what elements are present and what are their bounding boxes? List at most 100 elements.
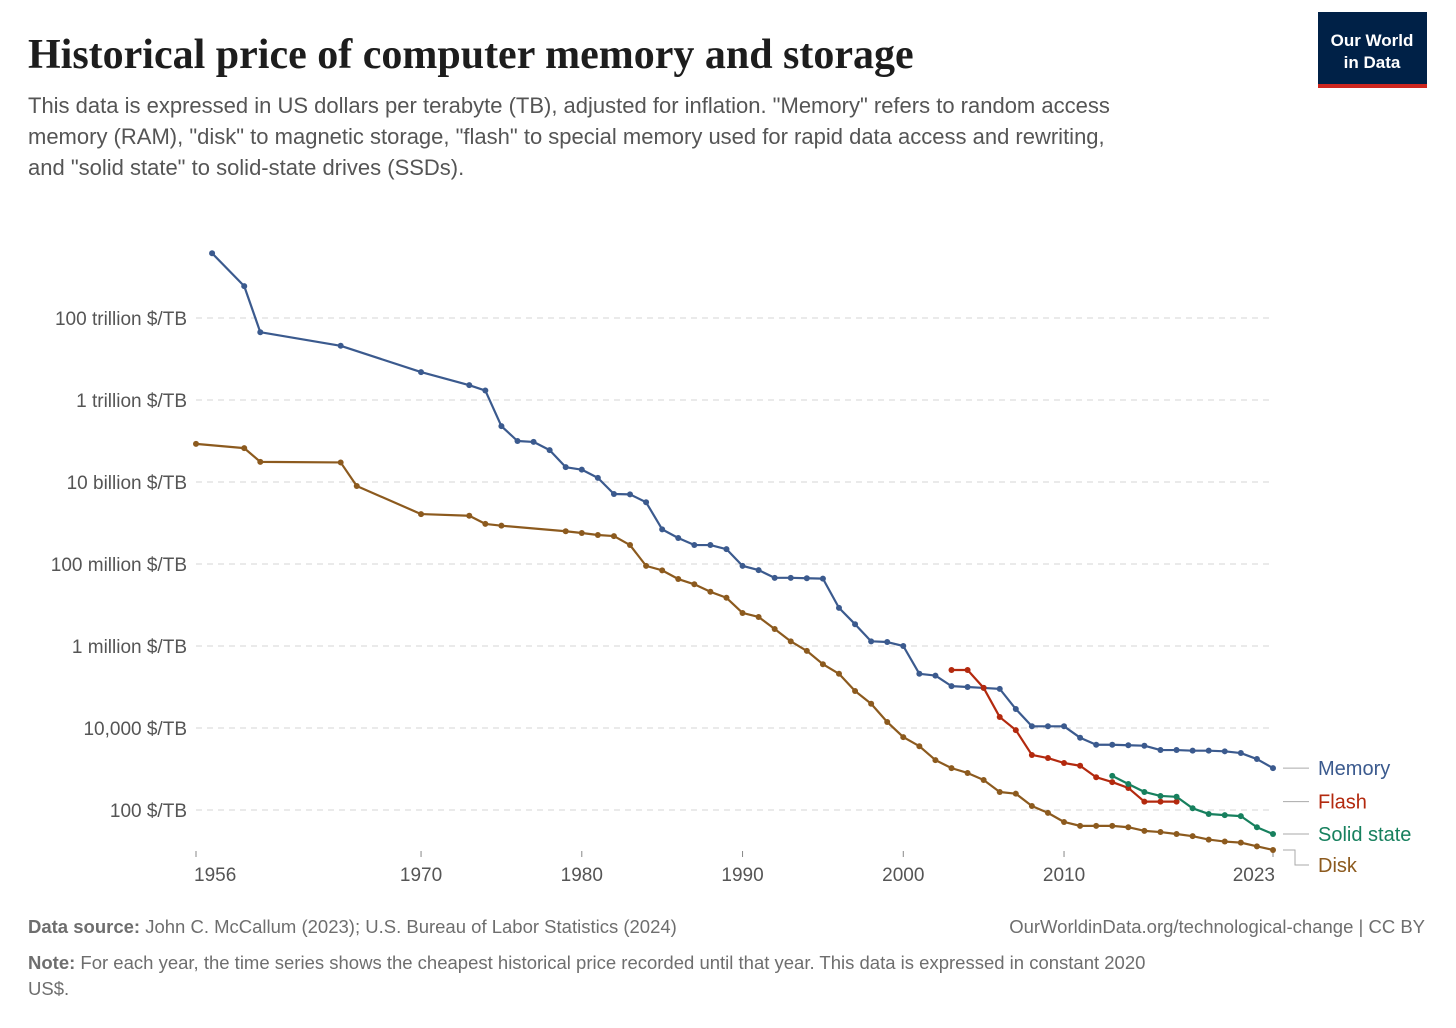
subtitle: This data is expressed in US dollars per… xyxy=(28,93,1110,118)
data-point xyxy=(610,533,617,540)
data-point xyxy=(1093,822,1100,829)
x-tick-label: 1980 xyxy=(561,865,603,886)
data-point xyxy=(1173,830,1180,837)
plot: 100 $/TB 10,000 $/TB 1 million $/TB 100 mil… xyxy=(51,250,1411,886)
data-point xyxy=(1157,747,1164,754)
data-point xyxy=(1141,788,1148,795)
data-point xyxy=(739,562,746,569)
data-point xyxy=(659,526,666,533)
data-point xyxy=(1044,755,1051,762)
data-point xyxy=(1077,762,1084,769)
data-point xyxy=(707,542,714,549)
data-point xyxy=(916,670,923,677)
data-point xyxy=(1157,798,1164,805)
data-point xyxy=(627,542,634,549)
data-point xyxy=(1093,741,1100,748)
data-point xyxy=(418,511,425,518)
data-point xyxy=(916,743,923,750)
data-point xyxy=(643,562,650,569)
data-point xyxy=(1141,798,1148,805)
series-label: Flash xyxy=(1318,792,1367,814)
data-point xyxy=(1253,824,1260,831)
data-point xyxy=(1221,748,1228,755)
data-point xyxy=(996,788,1003,795)
data-point xyxy=(1157,829,1164,836)
data-point xyxy=(1205,836,1212,843)
data-point xyxy=(835,604,842,611)
data-point xyxy=(193,440,199,447)
data-point xyxy=(996,685,1003,692)
data-point xyxy=(498,522,505,529)
data-point xyxy=(964,666,971,673)
data-point xyxy=(884,719,891,726)
data-point xyxy=(562,464,569,471)
series-line xyxy=(1111,774,1274,836)
data-point xyxy=(835,670,842,677)
data-point xyxy=(723,594,730,601)
x-tick-label: 2010 xyxy=(1043,865,1085,886)
data-point xyxy=(1205,810,1212,817)
note-label: Note: xyxy=(28,952,75,973)
note: Note: For each year, the time series sho… xyxy=(28,952,1145,973)
data-point xyxy=(1061,723,1068,730)
data-point xyxy=(1205,747,1212,754)
data-point xyxy=(1270,830,1276,837)
data-point xyxy=(530,438,537,445)
data-point xyxy=(482,387,489,394)
data-point xyxy=(1189,805,1196,812)
data-point xyxy=(594,531,601,538)
data-point xyxy=(691,542,698,549)
data-point xyxy=(1270,846,1276,853)
y-tick-label: 100 $/TB xyxy=(110,801,187,822)
data-point xyxy=(948,683,955,690)
data-point xyxy=(1109,822,1116,829)
data-point xyxy=(771,625,778,632)
data-point xyxy=(337,459,344,466)
data-point xyxy=(1077,822,1084,829)
data-point xyxy=(578,530,585,537)
data-point xyxy=(627,491,634,498)
data-point xyxy=(498,423,505,430)
data-point xyxy=(868,638,875,645)
logo[interactable]: Our World in Data xyxy=(1318,12,1427,88)
y-tick-label: 10 billion $/TB xyxy=(67,473,187,494)
data-point xyxy=(980,776,987,783)
data-point xyxy=(771,574,778,581)
data-point xyxy=(932,757,939,764)
data-point xyxy=(707,588,714,595)
data-point xyxy=(1125,742,1132,749)
data-point xyxy=(900,734,907,741)
x-tick-label: 2000 xyxy=(882,865,924,886)
x-tick-label: 1990 xyxy=(721,865,763,886)
logo-box xyxy=(1318,12,1427,84)
data-point xyxy=(1012,727,1019,734)
data-point xyxy=(482,520,489,527)
data-point xyxy=(257,329,264,336)
data-point xyxy=(755,613,762,620)
url[interactable]: OurWorldinData.org/technological-change … xyxy=(1009,916,1425,937)
data-point xyxy=(739,609,746,616)
data-point xyxy=(1237,839,1244,846)
data-point xyxy=(803,647,810,654)
data-point xyxy=(948,765,955,772)
label-connector xyxy=(1283,849,1309,866)
data-point xyxy=(1221,838,1228,845)
logo-text: in Data xyxy=(1344,53,1401,72)
source: Data source: John C. McCallum (2023); U.… xyxy=(28,916,677,937)
data-point xyxy=(1173,747,1180,754)
data-point xyxy=(723,546,730,553)
data-point xyxy=(868,700,875,707)
data-point xyxy=(964,769,971,776)
data-point xyxy=(1173,793,1180,800)
data-point xyxy=(1044,809,1051,816)
note: US$. xyxy=(28,978,69,999)
data-point xyxy=(514,438,521,444)
data-point xyxy=(466,382,473,389)
source-text: John C. McCallum (2023); U.S. Bureau of … xyxy=(145,916,677,937)
data-point xyxy=(1061,818,1068,825)
data-point xyxy=(948,666,955,673)
data-point xyxy=(932,672,939,679)
x-tick-label: 1970 xyxy=(400,865,442,886)
logo-bar xyxy=(1318,84,1427,88)
